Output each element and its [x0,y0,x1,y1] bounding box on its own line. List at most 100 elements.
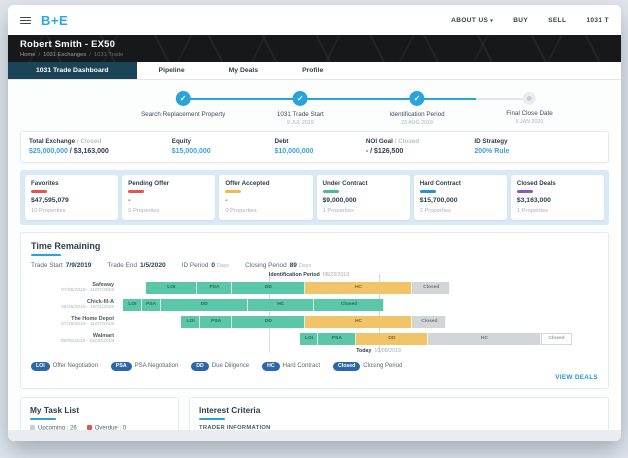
status-card-subtext: 0 Properties [128,207,160,214]
gantt-segment-closed: Closed [541,332,572,345]
stat-value: 89 [289,261,297,269]
step-label: 1031 Trade Start [276,111,324,118]
nav-link-about-us[interactable]: ABOUT US ▾ [451,16,494,24]
bottom-cards-row: My Task List Upcoming : 26 Overdue : 0 I… [20,396,609,430]
status-card-hard-contract[interactable]: Hard Contract $15,700,000 2 Properties [413,175,507,220]
dashboard-content: ✓ Search Replacement Property ✓ 1031 Trade … [8,80,621,430]
view-deals-link[interactable]: VIEW DEALS [555,373,598,381]
gantt-row-the-home-depot: LOI PSA DD HC Closed [121,315,598,328]
window-bottom-filler [8,429,621,441]
upcoming-swatch-icon [30,424,35,430]
tab-profile[interactable]: Profile [302,67,324,74]
nav-link-buy[interactable]: BUY [513,16,529,24]
legend-item-dd: DD Due Diligence [191,361,249,371]
task-list-card: My Task List Upcoming : 26 Overdue : 0 [20,396,180,430]
deal-status-cards: Favorites $47,595,079 10 Properties Pending… [20,170,609,225]
status-card-value: $9,000,000 [322,196,357,204]
step-complete-check-icon: ✓ [409,91,425,106]
stat-id-period: ID Period 0 Days [182,262,229,269]
summary-label: ID Strategy [474,138,508,145]
summary-value-part: - / $126,500 [365,148,404,155]
title-underline [30,417,56,420]
stat-label: Trade Start [31,261,63,269]
breadcrumb-item[interactable]: 1031 Exchanges [43,52,87,58]
property-date-range: 07/05/2019 - 11/07/2019 [61,287,114,293]
status-card-closed-deals[interactable]: Closed Deals $3,163,000 1 Properties [510,175,605,220]
overdue-swatch-icon [86,424,92,430]
legend-label: PSA Negotiation [134,363,179,369]
status-card-title: Hard Contract [419,180,461,187]
gantt-row-walmart: LOI PSA DD HC Closed [121,332,598,345]
status-card-favorites[interactable]: Favorites $47,595,079 10 Properties [25,175,119,220]
nav-link-1031-t[interactable]: 1031 T [586,16,609,24]
summary-value: $10,000,000 [275,148,360,155]
gantt-segment-psa: PSA [200,315,233,328]
today-annotation-label: Today [356,347,372,354]
legend-pill-dd: DD [191,361,209,371]
step-date: 5 JAN 2020 [515,119,544,125]
stat-value: 0 [211,261,215,269]
today-annotation: Today 10/08/2019 [356,348,401,354]
brand-logo[interactable]: B+E [41,12,69,28]
breadcrumb-separator: / [38,52,41,58]
legend-pill-psa: PSA [110,361,132,371]
status-card-pending-offer[interactable]: Pending Offer - 0 Properties [122,175,216,220]
status-card-title: Closed Deals [516,180,556,187]
summary-value: $25,000,000 / $3,163,000 [29,148,166,155]
task-stats: Upcoming : 26 Overdue : 0 [30,424,169,430]
interest-criteria-card: Interest Criteria TRADER INFORMATION [189,396,609,430]
breadcrumb-item[interactable]: 1031 Trade [93,52,124,58]
stat-unit: Days [217,262,230,269]
step-complete-check-icon: ✓ [175,91,191,106]
step-date: 9 JUL 2019 [286,120,314,126]
time-remaining-card: Time Remaining Trade Start 7/9/2019 Trade … [20,231,609,389]
status-card-color-bar [31,190,47,193]
status-card-title: Offer Accepted [225,180,270,187]
status-card-title: Favorites [31,180,59,187]
stat-label: ID Period [181,261,209,269]
nav-link-sell[interactable]: SELL [548,16,567,24]
gantt-segment-psa: PSA [196,281,233,294]
gantt-row-chick-fil-a: LOI PSA DD HC Closed [121,298,598,311]
summary-item-debt: Debt $10,000,000 [275,138,366,155]
title-underline [31,253,61,256]
top-navbar: B+E ABOUT US ▾ BUY SELL 1031 T [8,5,621,35]
tab-pipeline[interactable]: Pipeline [158,67,185,74]
legend-label: Hard Contract [282,363,320,369]
status-card-subtext: 1 Properties [322,207,354,214]
status-card-color-bar [128,190,145,193]
gantt-segment-hc: HC [247,298,314,311]
gantt-label-the-home-depot: The Home Depot 07/18/2019 - 11/07/2019 [31,316,121,333]
summary-label: NOI Goal / Closed [365,138,420,145]
summary-item-noi-goal: NOI Goal / Closed - / $126,500 [366,138,474,155]
gantt-segment-dd: DD [356,332,428,345]
trader-information-label: TRADER INFORMATION [199,424,271,430]
property-name: Walmart [92,332,114,339]
legend-item-hc: HC Hard Contract [262,361,320,371]
status-card-offer-accepted[interactable]: Offer Accepted - 0 Properties [219,175,313,220]
step-label: Identification Period [389,111,445,118]
gantt-segment-closed: Closed [412,281,451,294]
property-name: The Home Depot [71,315,114,322]
status-card-color-bar [419,190,436,193]
breadcrumb-item[interactable]: Home [20,52,36,58]
breadcrumb: Home/1031 Exchanges/1031 Trade [20,52,609,58]
gantt-segment-loi: LOI [300,332,318,345]
property-name: Chick-fil-A [87,298,114,305]
summary-label: Total Exchange / Closed [29,138,102,145]
tab-1031-trade-dashboard[interactable]: 1031 Trade Dashboard [8,62,137,79]
interest-criteria-title: Interest Criteria [199,404,261,415]
id-period-marker-line [268,273,270,353]
gantt-segment-hc: HC [427,332,542,345]
summary-label-suffix: / Closed [392,138,420,145]
tab-my-deals[interactable]: My Deals [228,67,259,74]
hamburger-menu-icon[interactable] [20,15,31,26]
summary-value: 200% Rule [474,148,594,155]
status-card-under-contract[interactable]: Under Contract $9,000,000 1 Properties [316,175,410,220]
task-list-title: My Task List [30,404,80,415]
step-label: Final Close Date [506,110,553,117]
legend-pill-loi: LOI [31,361,50,371]
summary-label-suffix: / Closed [75,138,102,145]
stat-unit: Days [298,262,312,269]
gantt-segment-psa: PSA [141,298,161,311]
